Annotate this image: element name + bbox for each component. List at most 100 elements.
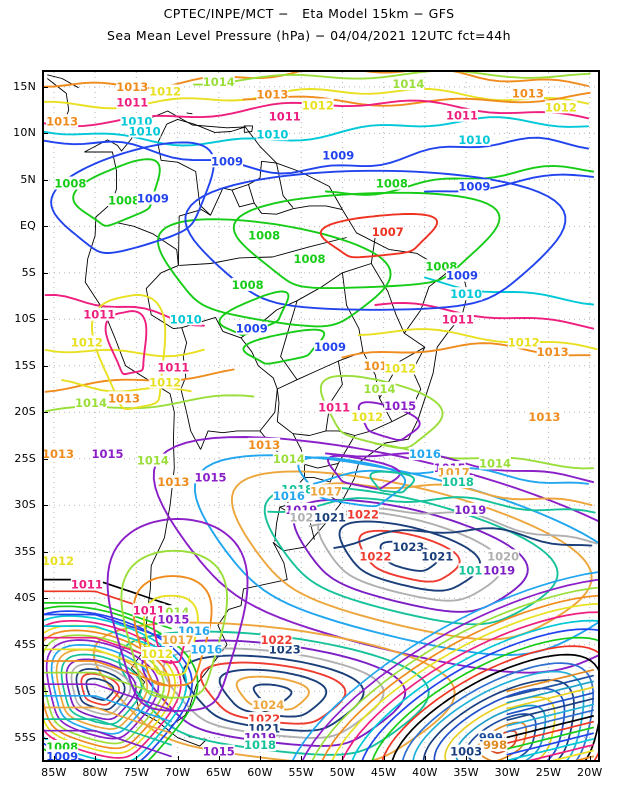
y-axis-tick [42, 226, 48, 228]
contour-label: 1007 [372, 225, 404, 239]
title-block: CPTEC/INPE/MCT − Eta Model 15km − GFS Se… [0, 0, 618, 43]
x-axis-tick [53, 756, 55, 762]
contour-label: 1011 [442, 312, 474, 326]
contour-label: 1008 [108, 193, 140, 207]
x-axis-tick [259, 756, 261, 762]
x-axis-tick-label: 20W [577, 766, 603, 779]
contour-label: 1012 [141, 647, 173, 661]
contour-label: 1019 [454, 503, 486, 517]
y-axis-tick [42, 598, 48, 600]
contour-label: 1011 [116, 96, 148, 110]
contour-label: 1015 [203, 745, 235, 759]
contour-label: 1008 [293, 252, 325, 266]
x-axis-tick [177, 756, 179, 762]
contour-label: 1011 [318, 401, 350, 415]
contour-label: 1012 [71, 336, 103, 350]
contour-label: 1013 [528, 410, 560, 424]
x-axis-tick-label: 50W [329, 766, 356, 779]
contour-label: 1012 [384, 362, 416, 376]
x-axis-tick-label: 30W [494, 766, 521, 779]
contour-label: 1016 [409, 447, 441, 461]
contour-label: 1014 [203, 75, 235, 89]
contour-label: 1009 [46, 749, 78, 760]
y-axis-tick [42, 365, 48, 367]
contour-label: 1014 [75, 396, 107, 410]
x-axis-tick-label: 35W [453, 766, 479, 779]
contour-label: 1016 [273, 489, 305, 503]
contour-label: 1009 [236, 322, 268, 336]
x-axis-tick [589, 756, 591, 762]
contour-layer [44, 72, 598, 760]
contour-label: 1013 [108, 391, 140, 405]
contour-label: 1022 [347, 508, 379, 522]
contour-label: 1010 [450, 287, 482, 301]
contour-label: 1013 [512, 86, 544, 100]
contour-label: 1011 [269, 110, 301, 124]
x-axis-tick-label: 70W [164, 766, 191, 779]
model-title: CPTEC/INPE/MCT − Eta Model 15km − GFS [163, 6, 455, 21]
contour-label: 1009 [458, 179, 490, 193]
y-axis-tick-label: 15S [14, 358, 36, 372]
x-axis-tick [424, 756, 426, 762]
contour-label: 1012 [149, 85, 181, 99]
y-axis-tick-label: 5N [20, 172, 36, 186]
y-axis-tick [42, 272, 48, 274]
contour-label: 1015 [384, 399, 416, 413]
x-axis-tick-label: 25W [535, 766, 562, 779]
contour-label: 1021 [314, 510, 346, 524]
contour-label: 1015 [195, 470, 227, 484]
contour-label: 1015 [91, 447, 123, 461]
contour-label: 1011 [133, 603, 165, 617]
x-axis-tick [342, 756, 344, 762]
contour-label: 1017 [310, 484, 342, 498]
y-axis-tick [42, 551, 48, 553]
y-axis-tick [42, 644, 48, 646]
y-axis-tick [42, 412, 48, 414]
contour-label: 1013 [537, 345, 569, 359]
contour-label: 1014 [364, 382, 396, 396]
y-axis-tick [42, 691, 48, 693]
contour-label: 1008 [54, 177, 86, 191]
y-axis-tick-label: 5S [21, 265, 36, 279]
contour-label: 1017 [162, 633, 194, 647]
contour-label: 1023 [392, 540, 424, 554]
y-axis-tick [42, 86, 48, 88]
contour-label: 1013 [157, 475, 189, 489]
contour-label: 1014 [479, 456, 511, 470]
contour-label: 1012 [149, 376, 181, 390]
contour-label: 1014 [137, 454, 169, 468]
contour-label: 1022 [359, 549, 391, 563]
contour-label: 1009 [211, 154, 243, 168]
contour-label: 1014 [273, 452, 305, 466]
contour-label: 1011 [446, 109, 478, 123]
contour-label: 1012 [508, 336, 540, 350]
contour-label: 1011 [157, 361, 189, 375]
y-axis-tick [42, 179, 48, 181]
y-axis-tick-label: 45S [14, 637, 36, 651]
contour-label: 1011 [71, 577, 103, 591]
contour-label: 1013 [256, 87, 288, 101]
contour-label: 1012 [302, 98, 334, 112]
y-axis-tick-label: 20S [14, 405, 36, 419]
x-axis-tick [466, 756, 468, 762]
contour-label: 1014 [392, 77, 424, 91]
y-axis-tick-label: EQ [19, 219, 36, 233]
contour-label: 1012 [351, 410, 383, 424]
x-axis-tick-label: 60W [247, 766, 273, 779]
x-axis-tick-label: 65W [206, 766, 232, 779]
contour-label: 1013 [44, 447, 74, 461]
y-axis-tick-label: 10N [13, 126, 36, 140]
contour-label: 1024 [252, 698, 284, 712]
y-axis-tick [42, 737, 48, 739]
y-axis-tick-label: 30S [14, 498, 36, 512]
contour-label: 1003 [450, 745, 482, 759]
y-axis-tick [42, 505, 48, 507]
contour-label: 1012 [44, 554, 74, 568]
contour-label: 1013 [46, 114, 78, 128]
x-axis-tick [383, 756, 385, 762]
contour-label: 1021 [421, 549, 453, 563]
contour-label: 1008 [376, 177, 408, 191]
